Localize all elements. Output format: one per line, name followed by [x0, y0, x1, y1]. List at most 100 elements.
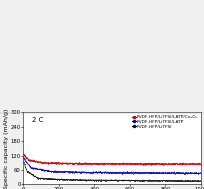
Point — [70, 162, 73, 165]
Point — [104, 162, 108, 165]
Point — [176, 163, 180, 166]
Point — [77, 179, 80, 182]
Point — [27, 170, 30, 173]
Point — [136, 179, 140, 182]
Point — [50, 162, 54, 165]
Point — [110, 171, 113, 174]
Point — [188, 162, 191, 165]
Point — [36, 160, 39, 163]
Point — [76, 162, 79, 165]
Point — [44, 169, 48, 172]
Point — [47, 162, 50, 165]
Point — [122, 162, 125, 165]
Point — [91, 162, 94, 165]
Point — [96, 179, 99, 182]
Point — [75, 178, 79, 181]
Point — [157, 163, 160, 166]
Point — [129, 163, 133, 166]
Point — [133, 162, 136, 165]
Point — [103, 162, 106, 165]
Point — [30, 167, 33, 170]
Point — [82, 178, 86, 181]
Point — [58, 178, 62, 181]
Point — [84, 171, 87, 174]
Point — [88, 162, 91, 165]
Point — [50, 170, 54, 173]
Point — [33, 160, 36, 163]
Point — [59, 170, 63, 174]
Point — [68, 161, 71, 164]
Point — [155, 171, 158, 174]
Point — [108, 163, 111, 166]
Point — [159, 172, 162, 175]
Point — [96, 163, 100, 166]
Point — [138, 162, 142, 165]
Point — [48, 170, 51, 173]
Point — [73, 162, 77, 165]
Point — [62, 178, 65, 181]
Point — [143, 180, 146, 183]
Point — [119, 179, 122, 182]
Point — [80, 179, 83, 182]
Point — [197, 171, 200, 174]
Point — [107, 162, 110, 165]
Point — [157, 179, 160, 182]
Point — [109, 171, 112, 174]
Point — [42, 169, 46, 172]
Point — [35, 160, 39, 163]
Point — [144, 171, 148, 174]
Point — [156, 162, 159, 165]
Point — [155, 180, 158, 183]
Point — [99, 170, 102, 174]
Point — [37, 168, 40, 171]
Point — [33, 167, 36, 170]
Point — [84, 161, 87, 164]
Point — [37, 161, 40, 164]
Point — [109, 163, 112, 166]
Point — [174, 172, 177, 175]
Point — [162, 179, 165, 182]
Point — [120, 162, 123, 165]
Point — [25, 160, 28, 163]
Point — [81, 170, 85, 173]
Point — [59, 162, 63, 165]
Point — [41, 168, 44, 171]
Point — [113, 179, 117, 182]
Point — [136, 162, 139, 165]
Point — [68, 170, 71, 173]
Point — [115, 162, 119, 165]
Point — [28, 159, 31, 162]
Point — [178, 163, 181, 166]
Point — [135, 163, 138, 166]
Point — [86, 178, 89, 181]
Point — [145, 163, 149, 166]
Point — [137, 180, 141, 183]
Point — [98, 163, 102, 166]
Point — [130, 171, 134, 174]
Point — [44, 161, 48, 164]
Point — [115, 172, 119, 175]
Point — [94, 170, 97, 174]
Point — [116, 179, 119, 182]
Point — [89, 171, 92, 174]
Point — [161, 163, 165, 166]
Point — [124, 171, 127, 174]
Point — [171, 172, 174, 175]
Point — [69, 170, 72, 173]
Point — [180, 179, 183, 182]
Point — [175, 172, 179, 175]
Point — [165, 162, 168, 165]
Point — [58, 162, 61, 165]
Point — [111, 162, 114, 165]
Point — [197, 161, 200, 164]
Point — [197, 179, 200, 182]
Point — [153, 179, 157, 182]
Point — [48, 177, 51, 180]
Point — [40, 177, 43, 180]
Point — [158, 162, 161, 165]
Point — [81, 170, 84, 173]
Point — [78, 178, 81, 181]
Point — [147, 171, 150, 174]
Point — [187, 180, 190, 183]
Point — [120, 171, 123, 174]
